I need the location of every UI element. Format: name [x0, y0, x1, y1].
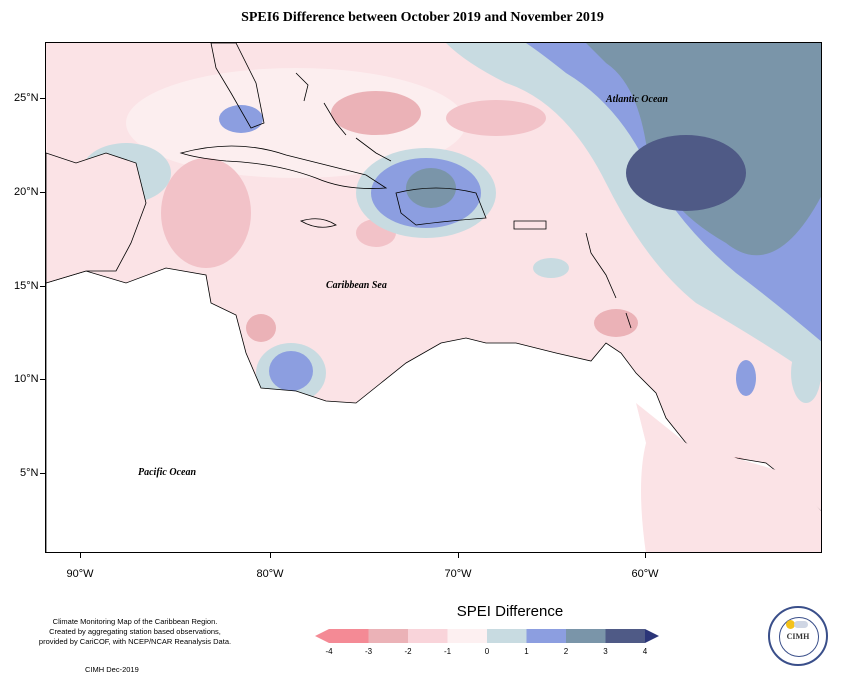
map-canvas [46, 43, 821, 552]
legend-swatch [605, 629, 645, 643]
lat-tick [40, 98, 45, 99]
legend-tick-label: 1 [524, 647, 529, 656]
legend-title: SPEI Difference [456, 603, 564, 620]
logo-abbr: CIMH [786, 632, 810, 641]
lon-tick [80, 553, 81, 558]
lat-label-25n: 25°N [14, 92, 39, 104]
legend-arrow-low [315, 629, 329, 643]
credit-line: provided by CariCOF, with NCEP/NCAR Rean… [38, 637, 232, 646]
lat-label-20n: 20°N [14, 186, 39, 198]
place-atlantic-ocean: Atlantic Ocean [606, 94, 668, 105]
logo-cimh: CIMH [768, 606, 828, 666]
legend-swatch [368, 629, 408, 643]
legend-swatch [408, 629, 448, 643]
lon-tick [270, 553, 271, 558]
legend-swatch [566, 629, 606, 643]
legend-swatch [329, 629, 369, 643]
legend-tick-label: 3 [603, 647, 608, 656]
lon-tick [645, 553, 646, 558]
legend-tick-label: -3 [364, 647, 373, 656]
place-pacific-ocean: Pacific Ocean [138, 467, 197, 478]
place-caribbean-sea: Caribbean Sea [326, 280, 387, 291]
legend-tick-label: 4 [642, 647, 648, 656]
lat-tick [40, 379, 45, 380]
lon-label-80w: 80°W [256, 568, 284, 580]
legend-swatch [526, 629, 566, 643]
lat-label-10n: 10°N [14, 373, 39, 385]
legend-swatch [447, 629, 487, 643]
lon-label-70w: 70°W [444, 568, 472, 580]
legend-colorbar [315, 629, 659, 643]
lat-tick [40, 286, 45, 287]
logo-inner-ring [779, 617, 819, 657]
lon-label-90w: 90°W [66, 568, 94, 580]
legend-tick-label: -2 [404, 647, 412, 656]
lat-tick [40, 192, 45, 193]
credit-line: Climate Monitoring Map of the Caribbean … [52, 617, 218, 626]
legend-tick-label: 2 [563, 647, 569, 656]
map-title: SPEI6 Difference between October 2019 an… [241, 10, 604, 25]
legend-tick-label: -4 [325, 647, 333, 656]
legend-tick-label: 0 [484, 647, 490, 656]
cloud-icon [794, 621, 808, 628]
legend-swatch [487, 629, 527, 643]
credits: Climate Monitoring Map of the Caribbean … [20, 617, 250, 647]
credit-line: Created by aggregating station based obs… [49, 627, 221, 636]
lat-label-5n: 5°N [20, 467, 39, 479]
lon-label-60w: 60°W [631, 568, 659, 580]
spei-map [45, 42, 822, 553]
lat-tick [40, 473, 45, 474]
lat-label-15n: 15°N [14, 280, 39, 292]
credit-date: CIMH Dec-2019 [85, 665, 139, 674]
sun-icon [786, 620, 795, 629]
legend-tick-label: -1 [443, 647, 452, 656]
lon-tick [458, 553, 459, 558]
legend-arrow-high [645, 629, 659, 643]
